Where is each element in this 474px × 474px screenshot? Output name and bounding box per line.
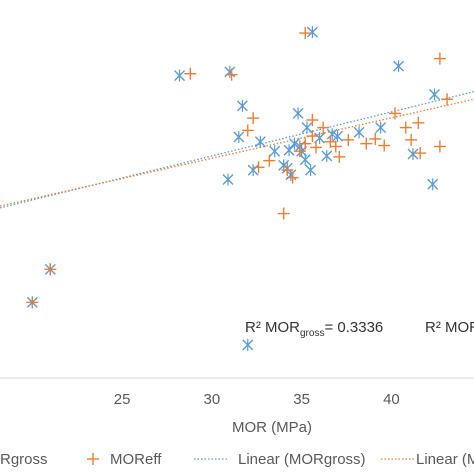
point-morgross-5 bbox=[247, 164, 259, 177]
point-morgross-30 bbox=[429, 88, 440, 101]
x-tick-label-30: 30 bbox=[204, 391, 221, 408]
r2-gross-sub: gross bbox=[300, 328, 324, 339]
x-tick-label-40: 40 bbox=[383, 391, 400, 408]
point-moreff-18 bbox=[333, 150, 346, 163]
legend-item-3: Linear (M bbox=[381, 451, 474, 468]
r2-gross-prefix: R² MOR bbox=[245, 319, 300, 336]
point-morgross-32 bbox=[222, 173, 234, 186]
point-morgross-4 bbox=[242, 338, 254, 351]
point-morgross-3 bbox=[224, 65, 236, 78]
point-moreff-1 bbox=[44, 263, 57, 276]
point-morgross-24 bbox=[332, 130, 344, 143]
x-axis-title: MOR (MPa) bbox=[232, 419, 312, 436]
point-morgross-26 bbox=[375, 121, 387, 134]
point-moreff-20 bbox=[360, 137, 373, 150]
point-moreff-28 bbox=[433, 140, 446, 153]
point-morgross-8 bbox=[269, 145, 281, 158]
point-moreff-2 bbox=[184, 67, 197, 80]
point-moreff-9 bbox=[286, 171, 299, 184]
point-moreff-29 bbox=[433, 52, 446, 65]
x-tick-label-35: 35 bbox=[293, 391, 310, 408]
point-moreff-31 bbox=[310, 141, 322, 154]
point-moreff-23 bbox=[389, 107, 401, 120]
r2-eff-prefix: R² MOR bbox=[425, 319, 474, 336]
point-morgross-7 bbox=[236, 99, 248, 112]
legend-label-3: Linear (M bbox=[416, 451, 474, 468]
data-points bbox=[26, 26, 454, 351]
point-morgross-29 bbox=[427, 178, 439, 191]
point-moreff-8 bbox=[281, 164, 294, 177]
point-moreff-32 bbox=[277, 207, 290, 220]
legend-item-0: Rgross bbox=[0, 451, 48, 468]
point-moreff-15 bbox=[317, 121, 330, 134]
trendlines bbox=[0, 91, 474, 209]
legend-item-1: MOReff bbox=[87, 451, 162, 468]
point-morgross-20 bbox=[299, 153, 311, 166]
point-moreff-24 bbox=[399, 121, 412, 134]
point-moreff-17 bbox=[329, 140, 342, 153]
point-moreff-19 bbox=[342, 133, 355, 146]
point-moreff-3 bbox=[225, 68, 238, 81]
point-morgross-21 bbox=[314, 131, 326, 144]
point-moreff-22 bbox=[378, 139, 391, 152]
point-moreff-6 bbox=[252, 161, 265, 174]
point-moreff-11 bbox=[299, 137, 312, 150]
point-morgross-31 bbox=[233, 131, 245, 144]
point-moreff-4 bbox=[247, 112, 260, 125]
point-moreff-13 bbox=[306, 130, 319, 143]
legend-label-1: MOReff bbox=[110, 451, 162, 468]
point-moreff-26 bbox=[412, 116, 425, 129]
r2-gross-suffix: = 0.3336 bbox=[324, 319, 383, 336]
x-tick-label-25: 25 bbox=[114, 391, 131, 408]
point-morgross-12 bbox=[283, 144, 295, 157]
point-moreff-5 bbox=[241, 124, 254, 137]
point-morgross-18 bbox=[306, 26, 318, 39]
point-morgross-16 bbox=[301, 121, 313, 134]
point-moreff-0 bbox=[26, 296, 39, 309]
point-morgross-22 bbox=[321, 149, 333, 162]
point-moreff-10 bbox=[293, 145, 306, 158]
point-morgross-28 bbox=[407, 148, 419, 161]
x-tick-labels: 25 30 35 40 bbox=[114, 391, 400, 408]
point-morgross-25 bbox=[353, 126, 365, 139]
point-moreff-21 bbox=[369, 132, 382, 145]
point-moreff-14 bbox=[306, 114, 319, 127]
trendline-1 bbox=[0, 98, 474, 207]
trendline-0 bbox=[0, 91, 474, 209]
legend-item-2: Linear (MORgross) bbox=[194, 451, 366, 468]
r2-annotation-eff: R² MOR bbox=[425, 319, 474, 336]
point-moreff-16 bbox=[324, 135, 337, 148]
point-moreff-27 bbox=[414, 147, 427, 160]
r2-annotation-gross: R² MORgross= 0.3336 bbox=[245, 319, 383, 339]
point-morgross-2 bbox=[174, 69, 186, 82]
point-morgross-17 bbox=[305, 164, 317, 177]
point-moreff-7 bbox=[263, 154, 276, 167]
legend-label-2: Linear (MORgross) bbox=[238, 451, 366, 468]
point-morgross-14 bbox=[292, 107, 304, 120]
point-moreff-12 bbox=[299, 27, 312, 40]
point-moreff-30 bbox=[441, 93, 454, 106]
point-morgross-27 bbox=[393, 60, 405, 73]
legend: Rgross MOReff Linear (MORgross) Linear (M bbox=[0, 451, 474, 468]
legend-label-0: Rgross bbox=[0, 451, 48, 468]
point-moreff-25 bbox=[405, 133, 418, 146]
point-morgross-6 bbox=[254, 135, 266, 148]
